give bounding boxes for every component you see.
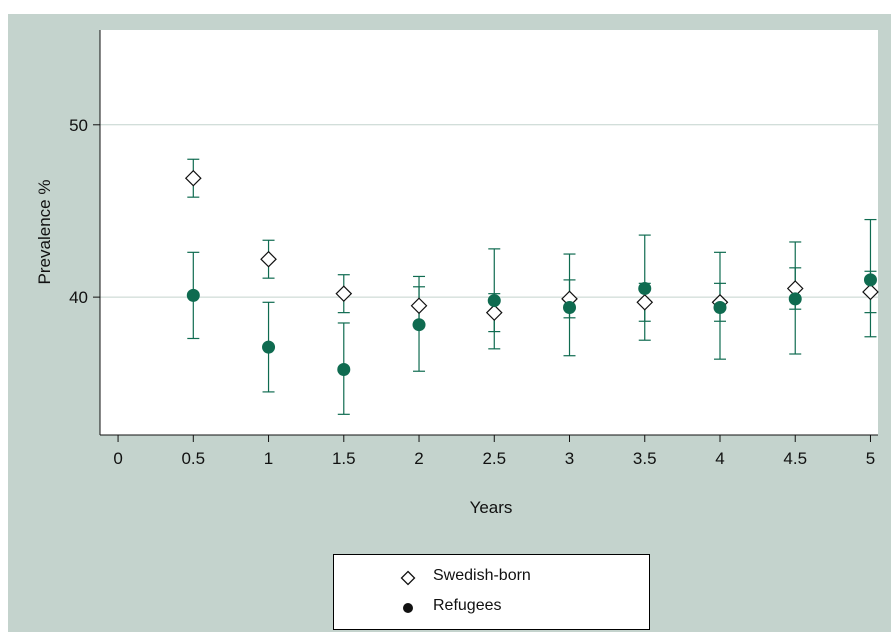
legend-label-swedish-born: Swedish-born xyxy=(433,567,531,584)
tick-layer: 40 50 0 0.5 1 1.5 2 2.5 3 3.5 4 4.5 5 xyxy=(69,116,875,468)
x-tick-label: 1 xyxy=(264,449,273,468)
point-swedish-born xyxy=(184,169,202,187)
point-swedish-born xyxy=(260,250,277,268)
point-refugees xyxy=(788,292,802,306)
point-refugees xyxy=(863,273,877,287)
point-swedish-born xyxy=(636,293,654,311)
x-tick-label: 1.5 xyxy=(332,449,356,468)
y-axis-title: Prevalence % xyxy=(35,180,54,285)
point-swedish-born xyxy=(485,304,503,321)
legend: Swedish-born Refugees xyxy=(333,554,650,630)
point-refugees xyxy=(262,340,276,354)
y-tick-label: 40 xyxy=(69,288,88,307)
legend-item-swedish-born: Swedish-born xyxy=(334,566,649,592)
filled-circle-icon xyxy=(403,603,413,613)
x-tick-label: 0.5 xyxy=(181,449,205,468)
marker-layer xyxy=(184,169,879,377)
x-tick-label: 2 xyxy=(414,449,423,468)
x-tick-label: 3.5 xyxy=(633,449,657,468)
x-tick-label: 4.5 xyxy=(783,449,807,468)
point-swedish-born xyxy=(862,283,879,301)
hollow-diamond-icon xyxy=(400,570,416,586)
x-tick-label: 0 xyxy=(113,449,122,468)
point-refugees xyxy=(487,294,501,308)
point-swedish-born xyxy=(410,297,428,315)
point-refugees xyxy=(713,300,727,314)
point-refugees xyxy=(186,288,200,302)
point-refugees xyxy=(337,363,351,377)
point-refugees xyxy=(412,318,426,332)
point-refugees xyxy=(563,300,577,314)
legend-label-refugees: Refugees xyxy=(433,597,502,614)
point-refugees xyxy=(638,282,652,296)
x-tick-label: 4 xyxy=(715,449,724,468)
x-tick-label: 5 xyxy=(866,449,875,468)
point-swedish-born xyxy=(335,285,353,303)
x-tick-label: 3 xyxy=(565,449,574,468)
y-tick-label: 50 xyxy=(69,116,88,135)
x-axis-title: Years xyxy=(470,498,513,517)
legend-item-refugees: Refugees xyxy=(334,596,649,622)
plot-area xyxy=(100,30,878,435)
x-tick-label: 2.5 xyxy=(482,449,506,468)
